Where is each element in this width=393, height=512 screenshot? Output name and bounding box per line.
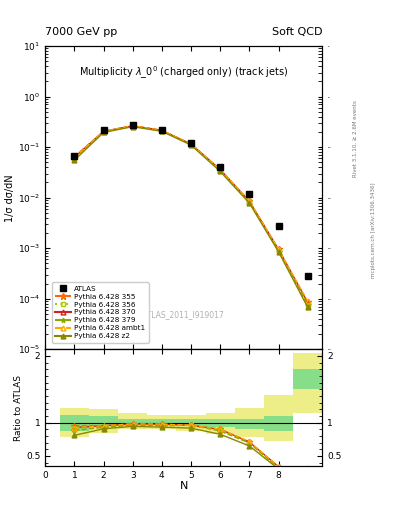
Y-axis label: Ratio to ATLAS: Ratio to ATLAS [14, 375, 23, 441]
Text: Rivet 3.1.10, ≥ 2.6M events: Rivet 3.1.10, ≥ 2.6M events [353, 100, 358, 177]
Text: mcplots.cern.ch [arXiv:1306.3436]: mcplots.cern.ch [arXiv:1306.3436] [371, 183, 376, 278]
Y-axis label: 1/σ dσ/dN: 1/σ dσ/dN [5, 174, 15, 222]
Text: Soft QCD: Soft QCD [272, 27, 322, 37]
Text: 7000 GeV pp: 7000 GeV pp [45, 27, 118, 37]
Legend: ATLAS, Pythia 6.428 355, Pythia 6.428 356, Pythia 6.428 370, Pythia 6.428 379, P: ATLAS, Pythia 6.428 355, Pythia 6.428 35… [51, 282, 149, 343]
X-axis label: N: N [180, 481, 188, 491]
Text: ATLAS_2011_I919017: ATLAS_2011_I919017 [143, 310, 225, 319]
Text: Multiplicity $\lambda\_0^0$ (charged only) (track jets): Multiplicity $\lambda\_0^0$ (charged onl… [79, 65, 288, 81]
